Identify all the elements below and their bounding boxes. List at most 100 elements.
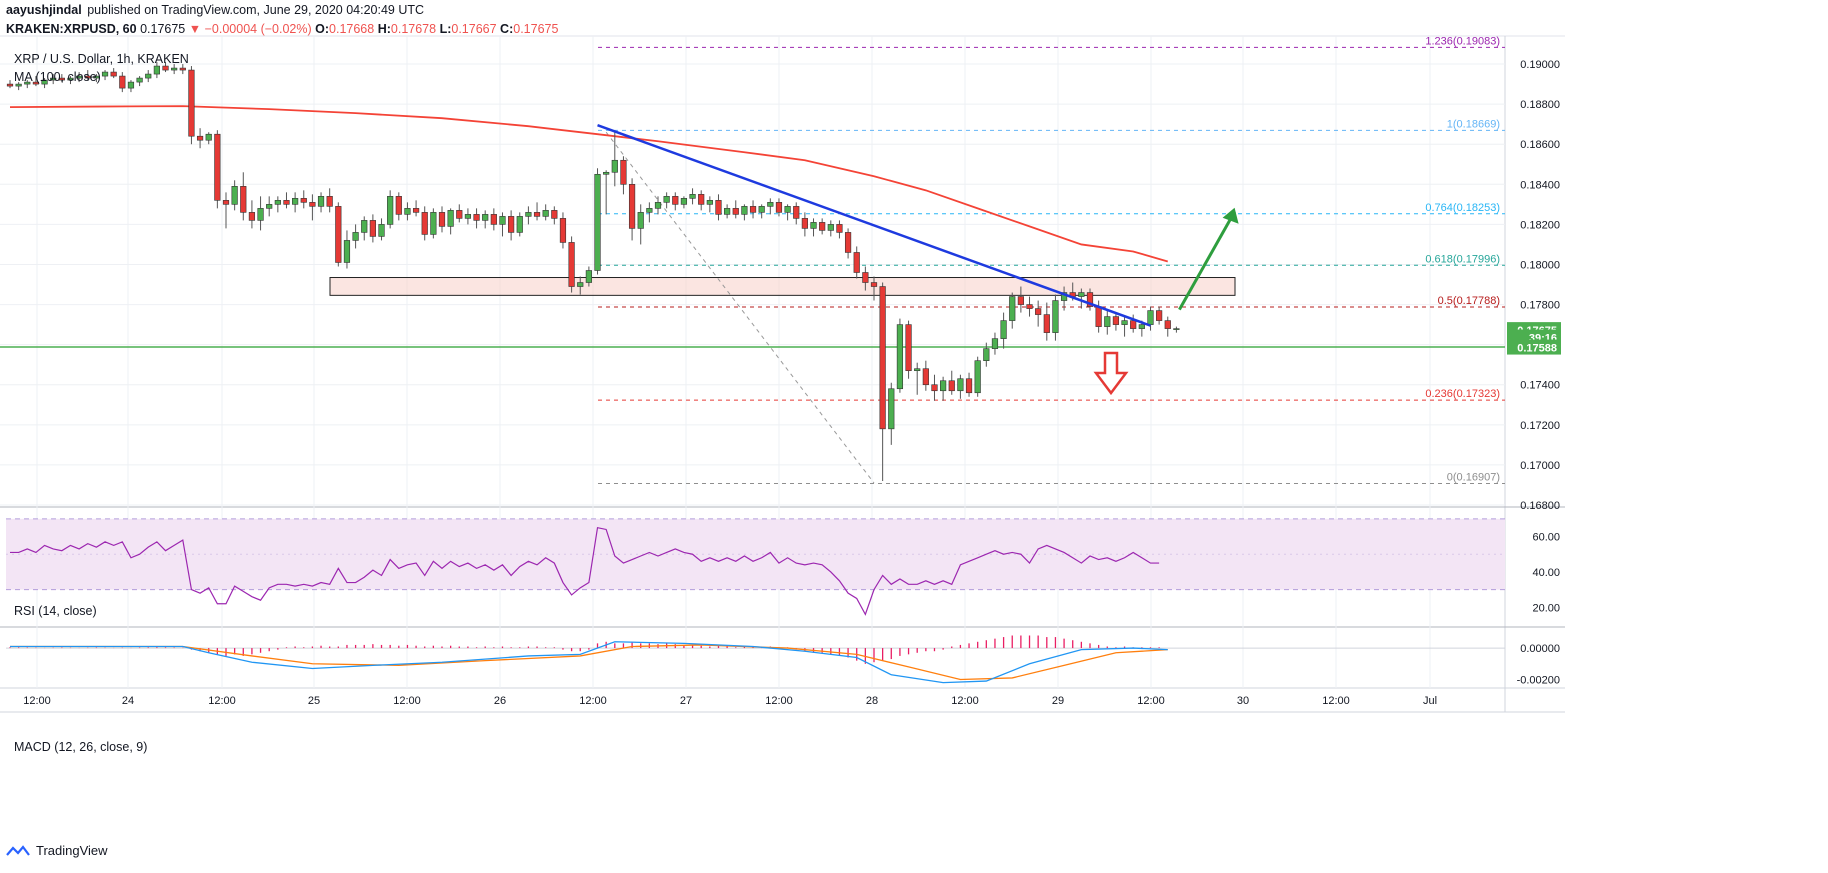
bearish-arrow-icon bbox=[1093, 351, 1129, 396]
high-label: H: bbox=[377, 22, 391, 36]
candle-body bbox=[326, 196, 333, 207]
price-tick-label: 0.17200 bbox=[1520, 420, 1560, 432]
candle-body bbox=[214, 133, 221, 201]
candle-body bbox=[343, 240, 351, 263]
candle-body bbox=[1164, 320, 1171, 329]
candle-body bbox=[1173, 328, 1180, 330]
time-tick-label: 12:00 bbox=[579, 695, 607, 707]
time-tick-label: 12:00 bbox=[393, 695, 421, 707]
rsi-band bbox=[6, 518, 1505, 590]
macd-signal-line bbox=[10, 644, 1168, 681]
candle-body bbox=[127, 81, 135, 89]
time-tick-label: Jul bbox=[1423, 695, 1437, 707]
candle-body bbox=[205, 133, 212, 141]
time-tick-label: 12:00 bbox=[765, 695, 793, 707]
candle-body bbox=[948, 380, 955, 392]
candle-body bbox=[784, 206, 791, 213]
candle-body bbox=[1130, 320, 1137, 329]
candle-body bbox=[801, 218, 808, 229]
candle-body bbox=[810, 222, 817, 229]
candle-body bbox=[672, 196, 679, 205]
candle-body bbox=[775, 202, 783, 213]
candle-body bbox=[1156, 310, 1163, 321]
candle-body bbox=[248, 212, 256, 221]
candle-body bbox=[387, 196, 394, 225]
brand-label: TradingView bbox=[36, 843, 108, 858]
fib-level-label: 1.236(0.19083) bbox=[1425, 35, 1500, 47]
price-tick-label: 0.17000 bbox=[1520, 460, 1560, 472]
candle-body bbox=[110, 71, 117, 77]
bullish-arrow bbox=[1178, 211, 1236, 311]
candle-body bbox=[758, 206, 765, 213]
candle-body bbox=[749, 206, 757, 213]
candle-body bbox=[1078, 292, 1085, 297]
ma-legend[interactable]: MA (100, close) bbox=[14, 70, 101, 84]
macd-legend[interactable]: MACD (12, 26, close, 9) bbox=[14, 740, 148, 754]
candle-body bbox=[1104, 316, 1111, 327]
price-tick-label: 0.18800 bbox=[1520, 99, 1560, 111]
candle-body bbox=[300, 198, 307, 203]
candle-body bbox=[603, 171, 610, 175]
candle-body bbox=[628, 184, 636, 229]
candle-body bbox=[76, 75, 83, 79]
candle-body bbox=[646, 208, 653, 213]
fib-level-label: 0(0.16907) bbox=[1447, 472, 1500, 484]
candle-body bbox=[559, 218, 567, 243]
candle-body bbox=[836, 224, 843, 233]
candle-body bbox=[1043, 314, 1050, 333]
candle-body bbox=[767, 202, 774, 207]
candle-body bbox=[793, 206, 800, 219]
tradingview-brand[interactable]: TradingView bbox=[6, 843, 108, 858]
candle-body bbox=[922, 368, 929, 386]
time-tick-label: 12:00 bbox=[1322, 695, 1350, 707]
candle-body bbox=[680, 198, 688, 205]
candle-body bbox=[706, 200, 713, 205]
candle-body bbox=[525, 212, 532, 217]
candle-body bbox=[516, 216, 523, 233]
candle-body bbox=[171, 67, 178, 71]
candle-body bbox=[940, 380, 947, 392]
price-tick-label: 0.17400 bbox=[1520, 380, 1560, 392]
candle-body bbox=[1017, 296, 1024, 305]
candle-body bbox=[274, 200, 281, 205]
fib-level-label: 0.236(0.17323) bbox=[1425, 388, 1500, 400]
chart-title[interactable]: XRP / U.S. Dollar, 1h, KRAKEN bbox=[14, 52, 189, 66]
candle-body bbox=[689, 194, 696, 199]
time-tick-label: 24 bbox=[122, 695, 134, 707]
high-value: 0.17678 bbox=[390, 22, 437, 36]
candle-body bbox=[698, 194, 705, 205]
candle-body bbox=[663, 196, 670, 203]
candle-body bbox=[101, 71, 109, 77]
price-tick-label: 0.18400 bbox=[1520, 179, 1560, 191]
candle-body bbox=[15, 83, 22, 87]
candle-body bbox=[1035, 308, 1042, 315]
candle-body bbox=[93, 75, 100, 79]
price-axis-badge-text: 0.17588 bbox=[1517, 343, 1557, 355]
candle-body bbox=[188, 69, 195, 137]
rsi-tick-label: 60.00 bbox=[1532, 532, 1560, 544]
candle-body bbox=[473, 214, 480, 221]
candle-body bbox=[853, 252, 860, 273]
author-name[interactable]: aayushjindal bbox=[6, 3, 82, 17]
ma100-line bbox=[9, 105, 1169, 263]
candle-body bbox=[50, 77, 57, 81]
rsi-line bbox=[10, 526, 1160, 616]
time-tick-label: 29 bbox=[1052, 695, 1064, 707]
candle-body bbox=[957, 378, 964, 392]
rsi-legend[interactable]: RSI (14, close) bbox=[14, 604, 97, 618]
bullish-arrow-head-icon bbox=[1222, 207, 1239, 224]
candle-body bbox=[974, 360, 981, 394]
candle-body bbox=[1138, 324, 1145, 329]
time-tick-label: 26 bbox=[494, 695, 506, 707]
price-tick-label: 0.17800 bbox=[1520, 300, 1560, 312]
candle-body bbox=[84, 75, 91, 79]
last-price: 0.17675 bbox=[140, 22, 186, 36]
candle-body bbox=[1000, 320, 1007, 339]
fib-level-label: 0.764(0.18253) bbox=[1425, 202, 1500, 214]
time-tick-label: 27 bbox=[680, 695, 692, 707]
price-tick-label: 0.18200 bbox=[1520, 219, 1560, 231]
low-value: 0.17667 bbox=[451, 22, 497, 36]
candle-body bbox=[378, 224, 385, 237]
candle-body bbox=[231, 186, 238, 205]
candle-body bbox=[283, 200, 290, 205]
